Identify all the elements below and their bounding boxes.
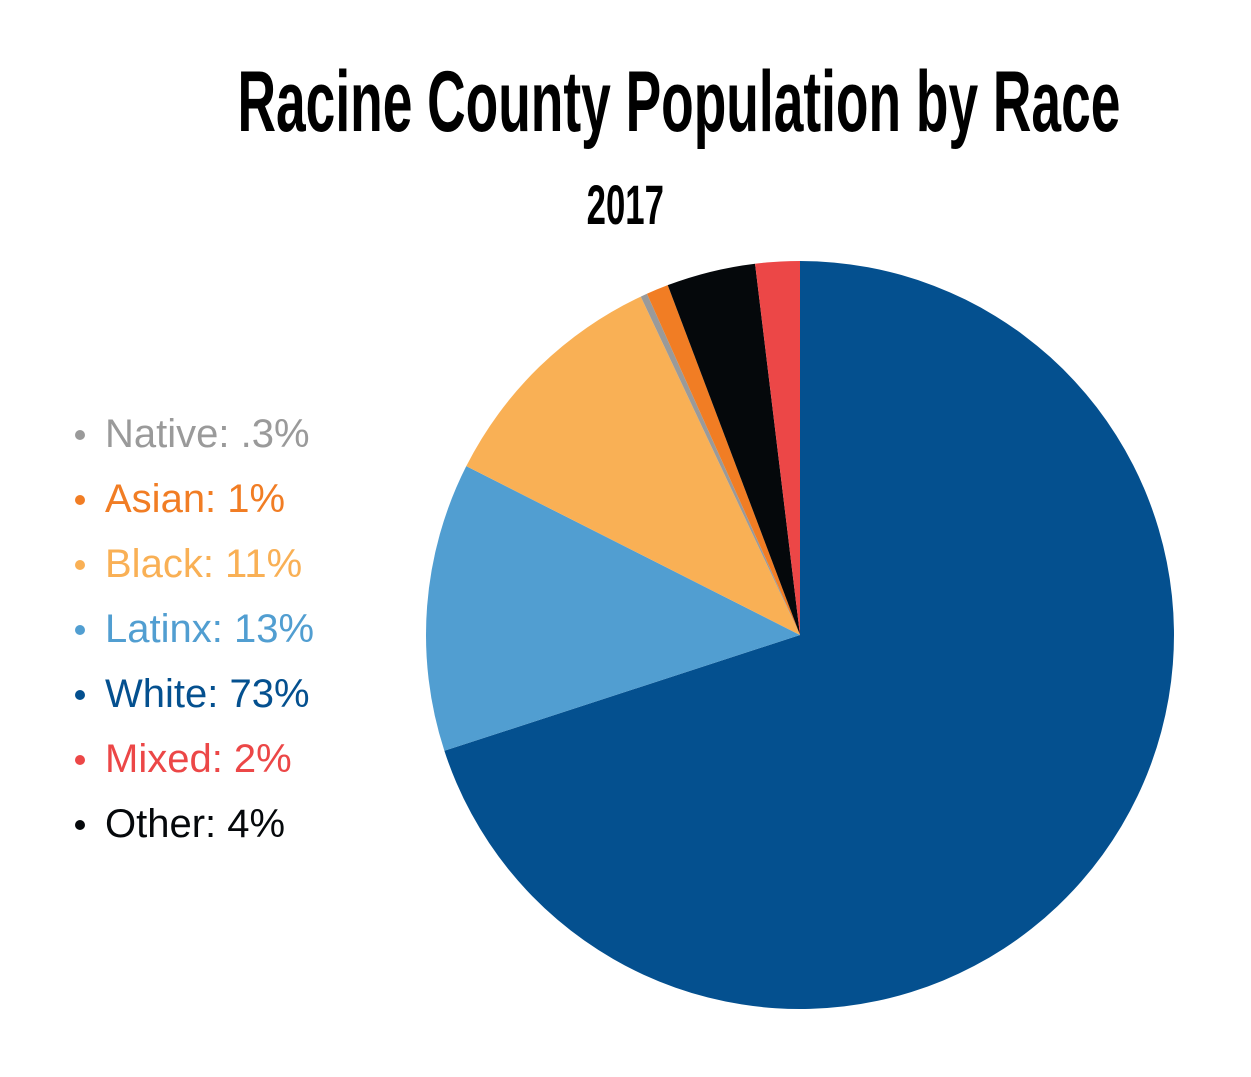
pie-slice-mixed bbox=[755, 261, 800, 635]
legend-label: White: 73% bbox=[105, 672, 310, 716]
pie-slice-native bbox=[640, 293, 800, 635]
chart-subtitle: 2017 bbox=[586, 173, 664, 236]
legend-bullet-icon bbox=[75, 494, 85, 505]
pie-slice-asian bbox=[646, 285, 800, 635]
pie-slice-white bbox=[444, 261, 1174, 1009]
legend-label: Other: 4% bbox=[105, 802, 286, 846]
legend-label: Native: .3% bbox=[105, 412, 310, 456]
legend-label: Latinx: 13% bbox=[105, 607, 315, 651]
legend-bullet-icon bbox=[75, 754, 85, 765]
legend-item: Asian: 1% bbox=[75, 467, 314, 532]
legend-label: Mixed: 2% bbox=[105, 737, 292, 781]
legend-label: Black: 11% bbox=[105, 542, 303, 586]
legend-item: Other: 4% bbox=[75, 792, 314, 857]
pie-slice-latinx bbox=[425, 466, 800, 751]
legend-label: Asian: 1% bbox=[105, 477, 286, 521]
legend-item: White: 73% bbox=[75, 662, 314, 727]
pie-slice-other bbox=[667, 263, 800, 635]
legend-bullet-icon bbox=[75, 689, 85, 700]
legend-bullet-icon bbox=[75, 559, 85, 570]
pie-slice-black bbox=[466, 296, 800, 635]
legend-item: Native: .3% bbox=[75, 402, 314, 467]
chart-title: Racine County Population by Race bbox=[237, 54, 1121, 150]
pie-slices bbox=[425, 261, 1174, 1009]
legend-item: Latinx: 13% bbox=[75, 597, 314, 662]
legend-item: Black: 11% bbox=[75, 532, 314, 597]
legend-bullet-icon bbox=[75, 624, 85, 635]
chart-legend: Native: .3% Asian: 1% Black: 11% Latinx: 13… bbox=[75, 402, 314, 857]
legend-item: Mixed: 2% bbox=[75, 727, 314, 792]
legend-bullet-icon bbox=[75, 819, 85, 830]
legend-bullet-icon bbox=[75, 429, 85, 440]
